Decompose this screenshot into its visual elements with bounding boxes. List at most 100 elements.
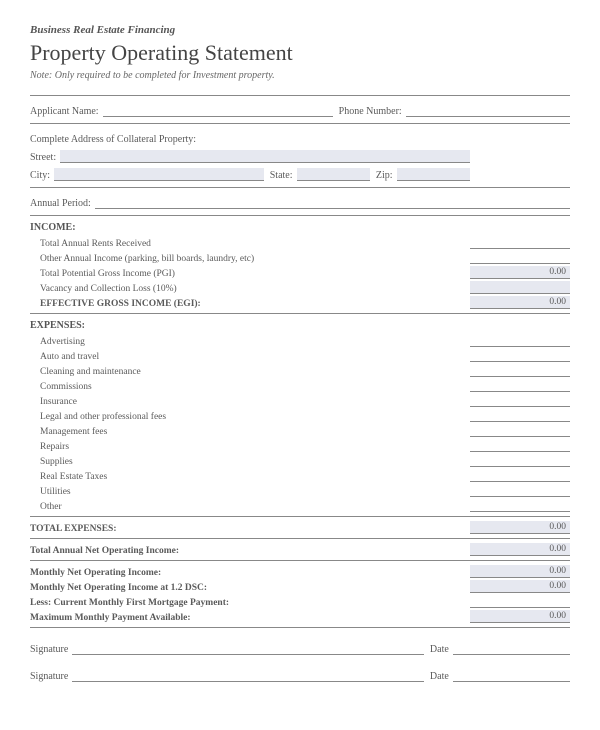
- city-field[interactable]: [54, 168, 264, 181]
- amount-field[interactable]: [470, 439, 570, 452]
- expense-row: Utilities: [30, 484, 570, 497]
- divider: [30, 95, 570, 96]
- date-label: Date: [424, 644, 453, 655]
- income-item-label: Total Potential Gross Income (PGI): [30, 269, 470, 279]
- address-heading: Complete Address of Collateral Property:: [30, 134, 200, 145]
- date-field[interactable]: [453, 669, 570, 682]
- income-item-label: Vacancy and Collection Loss (10%): [30, 284, 470, 294]
- amount-field[interactable]: [470, 379, 570, 392]
- income-row: Other Annual Income (parking, bill board…: [30, 251, 570, 264]
- amount-field: 0.00: [470, 296, 570, 309]
- less-mortgage-row: Less: Current Monthly First Mortgage Pay…: [30, 595, 570, 608]
- street-row: Street:: [30, 148, 570, 163]
- divider: [30, 538, 570, 539]
- expense-item-label: Advertising: [30, 337, 470, 347]
- address-heading-row: Complete Address of Collateral Property:: [30, 130, 570, 145]
- amount-field[interactable]: [470, 281, 570, 294]
- divider: [30, 215, 570, 216]
- max-payment-label: Maximum Monthly Payment Available:: [30, 613, 470, 623]
- amount-field[interactable]: [470, 251, 570, 264]
- signature-field[interactable]: [72, 642, 424, 655]
- expense-item-label: Supplies: [30, 457, 470, 467]
- income-row: Total Potential Gross Income (PGI) 0.00: [30, 266, 570, 279]
- income-heading: INCOME:: [30, 222, 570, 233]
- amount-field[interactable]: [470, 364, 570, 377]
- annual-noi-label: Total Annual Net Operating Income:: [30, 546, 470, 556]
- expense-row: Repairs: [30, 439, 570, 452]
- amount-field[interactable]: [470, 454, 570, 467]
- amount-field[interactable]: [470, 595, 570, 608]
- divider: [30, 560, 570, 561]
- expense-item-label: Legal and other professional fees: [30, 412, 470, 422]
- phone-label: Phone Number:: [333, 106, 406, 117]
- expense-item-label: Utilities: [30, 487, 470, 497]
- amount-field[interactable]: [470, 424, 570, 437]
- spacer: [470, 150, 570, 163]
- zip-label: Zip:: [370, 170, 397, 181]
- header-subtitle: Business Real Estate Financing: [30, 24, 570, 36]
- header-note: Note: Only required to be completed for …: [30, 70, 570, 81]
- signature-row-1: Signature Date: [30, 642, 570, 655]
- spacer: [470, 168, 570, 181]
- phone-field[interactable]: [406, 104, 570, 117]
- annual-period-field[interactable]: [95, 196, 570, 209]
- date-field[interactable]: [453, 642, 570, 655]
- expense-row: Insurance: [30, 394, 570, 407]
- income-row: Total Annual Rents Received: [30, 236, 570, 249]
- annual-period-label: Annual Period:: [30, 198, 95, 209]
- city-label: City:: [30, 170, 54, 181]
- expense-item-label: Management fees: [30, 427, 470, 437]
- page-title: Property Operating Statement: [30, 40, 570, 66]
- amount-field[interactable]: [470, 334, 570, 347]
- amount-field: 0.00: [470, 610, 570, 623]
- egi-label: EFFECTIVE GROSS INCOME (EGI):: [30, 299, 470, 309]
- amount-field: 0.00: [470, 521, 570, 534]
- monthly-noi-row: Monthly Net Operating Income: 0.00: [30, 565, 570, 578]
- amount-field: 0.00: [470, 266, 570, 279]
- signature-label: Signature: [30, 671, 72, 682]
- amount-field[interactable]: [470, 236, 570, 249]
- monthly-dsc-row: Monthly Net Operating Income at 1.2 DSC:…: [30, 580, 570, 593]
- total-expenses-row: TOTAL EXPENSES: 0.00: [30, 521, 570, 534]
- state-field[interactable]: [297, 168, 370, 181]
- date-label: Date: [424, 671, 453, 682]
- signature-label: Signature: [30, 644, 72, 655]
- expense-row: Advertising: [30, 334, 570, 347]
- expense-row: Commissions: [30, 379, 570, 392]
- amount-field: 0.00: [470, 580, 570, 593]
- city-state-zip-row: City: State: Zip:: [30, 166, 570, 181]
- zip-field[interactable]: [397, 168, 470, 181]
- annual-period-row: Annual Period:: [30, 194, 570, 209]
- expense-row: Auto and travel: [30, 349, 570, 362]
- expense-item-label: Commissions: [30, 382, 470, 392]
- income-row: Vacancy and Collection Loss (10%): [30, 281, 570, 294]
- amount-field[interactable]: [470, 469, 570, 482]
- amount-field[interactable]: [470, 349, 570, 362]
- expense-row: Cleaning and maintenance: [30, 364, 570, 377]
- state-label: State:: [264, 170, 297, 181]
- amount-field: 0.00: [470, 543, 570, 556]
- signature-row-2: Signature Date: [30, 669, 570, 682]
- amount-field[interactable]: [470, 499, 570, 512]
- divider: [30, 627, 570, 628]
- expense-item-label: Repairs: [30, 442, 470, 452]
- expense-item-label: Other: [30, 502, 470, 512]
- signature-field[interactable]: [72, 669, 424, 682]
- less-mortgage-label: Less: Current Monthly First Mortgage Pay…: [30, 598, 470, 608]
- expense-row: Legal and other professional fees: [30, 409, 570, 422]
- amount-field[interactable]: [470, 484, 570, 497]
- expense-row: Supplies: [30, 454, 570, 467]
- amount-field: 0.00: [470, 565, 570, 578]
- expense-row: Management fees: [30, 424, 570, 437]
- divider: [30, 123, 570, 124]
- divider: [30, 516, 570, 517]
- expense-item-label: Auto and travel: [30, 352, 470, 362]
- applicant-name-field[interactable]: [103, 104, 333, 117]
- amount-field[interactable]: [470, 409, 570, 422]
- expenses-heading: EXPENSES:: [30, 320, 570, 331]
- amount-field[interactable]: [470, 394, 570, 407]
- income-item-label: Other Annual Income (parking, bill board…: [30, 254, 470, 264]
- divider: [30, 187, 570, 188]
- street-field[interactable]: [60, 150, 470, 163]
- annual-noi-row: Total Annual Net Operating Income: 0.00: [30, 543, 570, 556]
